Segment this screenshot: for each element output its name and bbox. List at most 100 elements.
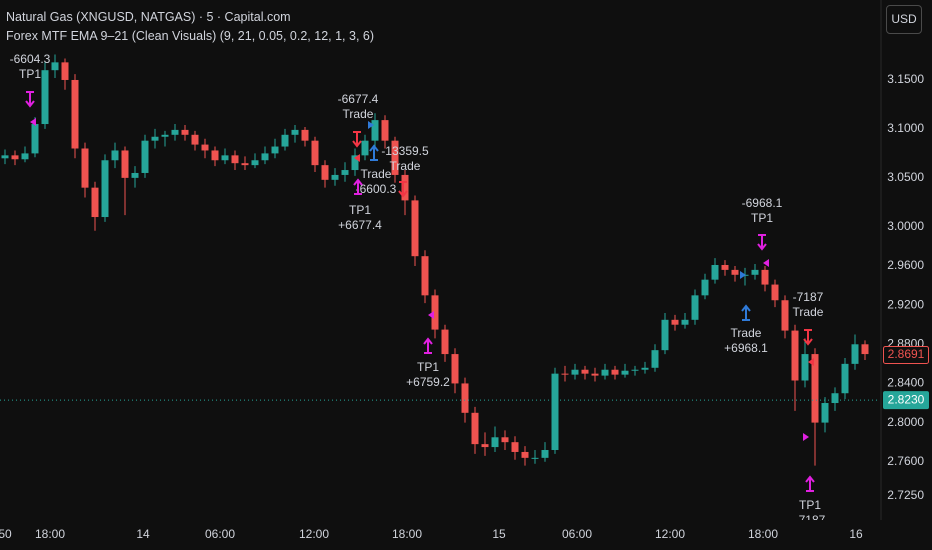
candle-body [541,450,549,458]
x-tick-label: 12:00 [655,527,685,541]
annotation-text: TP1 [349,203,371,217]
x-tick-label: 15 [492,527,506,541]
candle-body [391,140,399,175]
candle-body [841,363,849,394]
signal-arrow [757,234,767,251]
candle-body [531,457,539,459]
candle-body [281,134,289,147]
candle-body [571,369,579,375]
annotation-text: Trade [361,167,392,181]
candle-body [601,369,609,376]
candle-body [691,295,699,320]
candle-body [421,256,429,296]
x-tick-label: 2:50 [0,527,12,541]
candle-body [431,295,439,330]
candle-body [291,129,299,135]
candle-body [51,62,59,71]
y-tick-label: 3.0500 [887,170,924,184]
currency-button[interactable]: USD [886,5,922,34]
candle-body [361,140,369,156]
x-tick-label: 12:00 [299,527,329,541]
signal-arrow [803,329,813,346]
annotation-text: Trade [731,326,762,340]
x-tick-label: 06:00 [562,527,592,541]
signal-marker [428,311,434,319]
signal-marker [368,121,374,129]
signal-marker [740,271,746,279]
annotation-text: +6968.1 [724,341,768,355]
candle-body [271,146,279,154]
candle-body [311,140,319,166]
annotation-text: +6677.4 [338,218,382,232]
candle-body [321,165,329,180]
candle-body [801,354,809,381]
x-tick-label: 18:00 [35,527,65,541]
signal-arrow [398,181,408,198]
candle-body [301,129,309,141]
signal-arrow [805,475,815,492]
x-tick-label: 18:00 [748,527,778,541]
candle-body [671,319,679,325]
annotation-text: TP1 [417,360,439,374]
signal-marker [808,358,814,366]
y-tick-label: 3.1500 [887,72,924,86]
y-tick-label: 2.8000 [887,415,924,429]
annotation-text: Trade [343,107,374,121]
candle-body [411,200,419,257]
annotation-text: -6600.3 [356,182,397,196]
candle-body [331,174,339,180]
candle-body [191,134,199,145]
candle-body [471,412,479,445]
annotation-text: +6759.2 [406,375,450,389]
indicator-title: Forex MTF EMA 9–21 (Clean Visuals) (9, 2… [6,29,374,43]
candle-body [581,369,589,374]
candle-body [811,354,819,423]
signal-marker [803,433,809,441]
candle-body [351,155,359,171]
signal-arrow [25,91,35,108]
signal-marker [763,259,769,267]
candle-body [511,442,519,452]
x-tick-label: 16 [849,527,863,541]
candle-body [81,148,89,188]
candle-body [111,150,119,161]
y-tick-label: 2.9200 [887,297,924,311]
x-tick-label: 06:00 [205,527,235,541]
candle-body [501,437,509,443]
candle-body [231,155,239,164]
candle-body [41,70,49,125]
candle-body [591,373,599,376]
candle-body [451,354,459,384]
candle-body [181,129,189,135]
candle-body [731,269,739,275]
candle-body [781,300,789,331]
candle-body [1,155,9,159]
candle-body [751,269,759,275]
candle-body [611,369,619,375]
y-tick-label: 2.7250 [887,488,924,502]
reference-price-label: 2.8230 [888,392,925,406]
candle-body [481,444,489,448]
annotation-text: -6604.3 [10,52,51,66]
last-price-badge [883,345,929,364]
last-price-label: 2.8691 [888,347,925,361]
candle-body [241,163,249,166]
signal-arrow [741,304,751,321]
candle-body [861,344,869,355]
candle-body [341,170,349,175]
candle-body [831,393,839,404]
candle-body [621,370,629,375]
candle-body [701,279,709,296]
y-tick-label: 3.1000 [887,121,924,135]
y-tick-label: 2.9600 [887,258,924,272]
candle-body [491,437,499,448]
candle-body [151,136,159,141]
annotation-text: Trade [390,159,421,173]
candle-body [461,383,469,413]
candle-body [651,350,659,368]
candle-body [631,369,639,371]
candle-body [521,451,529,458]
annotation-text: -13359.5 [381,144,429,158]
